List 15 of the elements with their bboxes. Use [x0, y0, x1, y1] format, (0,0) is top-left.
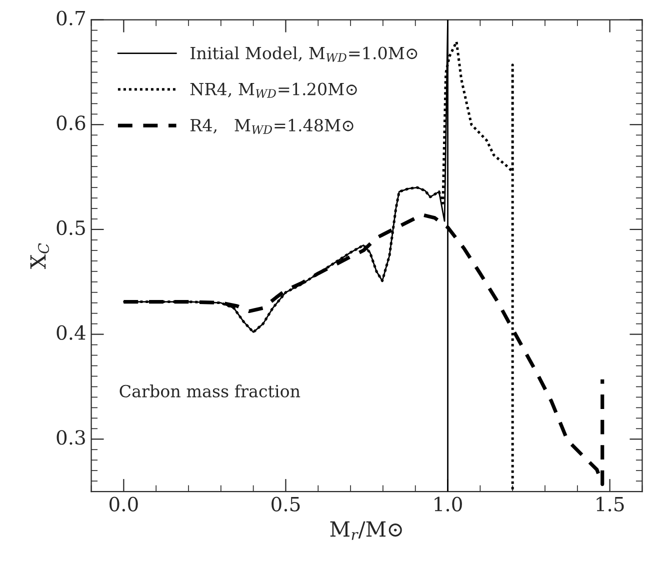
- legend-label: NR4, M$_{WD}$=1.20M⊙: [190, 82, 357, 98]
- y-axis-title: X$_{C}$: [30, 243, 50, 269]
- y-tick-label: 0.3: [56, 430, 85, 445]
- y-tick-label: 0.7: [56, 10, 86, 26]
- annotation: Carbon mass fraction: [120, 384, 300, 398]
- y-tick-label: 0.5: [56, 220, 85, 236]
- x-tick-label: 0.0: [110, 496, 138, 512]
- x-tick-label: 1.5: [596, 496, 624, 512]
- y-tick-label: 0.6: [56, 116, 86, 130]
- x-tick-label: 1.0: [434, 496, 462, 512]
- x-tick-label: 0.5: [272, 496, 300, 512]
- x-axis-title: M$_{r}$/M⊙: [330, 521, 402, 540]
- y-tick-label: 0.4: [56, 325, 86, 340]
- legend-label: R4, M$_{WD}$=1.48M⊙: [190, 118, 354, 134]
- legend-label: Initial Model, M$_{WD}$=1.0M⊙: [190, 46, 418, 62]
